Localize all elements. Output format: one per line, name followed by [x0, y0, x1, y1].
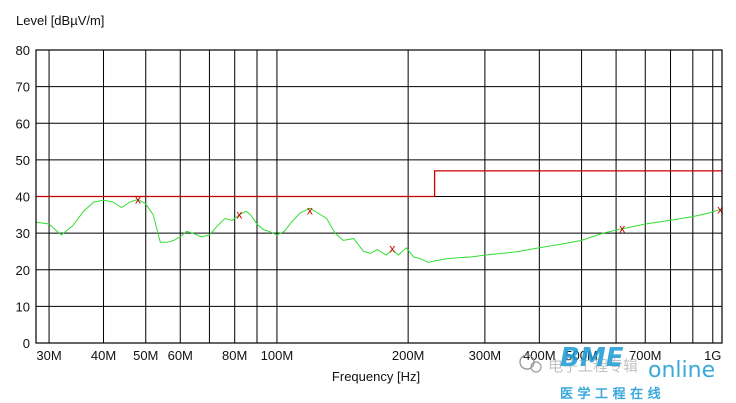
- measurement-trace: [35, 198, 721, 263]
- x-tick-label: 200M: [392, 348, 425, 363]
- limit-line: [36, 170, 722, 198]
- x-tick-label: 80M: [222, 348, 247, 363]
- y-tick-label: 70: [16, 80, 30, 95]
- peak-marker: x: [389, 242, 395, 256]
- watermark-logo: 电子工程专辑 BME online 医 学 工 程 在 线: [519, 343, 715, 402]
- wechat-icon-bubble: [530, 361, 542, 373]
- y-tick-label: 40: [16, 190, 30, 205]
- x-axis-title: Frequency [Hz]: [332, 369, 420, 384]
- y-tick-label: 10: [16, 299, 30, 314]
- peak-marker: x: [236, 207, 242, 221]
- x-tick-label: 700M: [629, 348, 662, 363]
- x-tick-label: 40M: [91, 348, 116, 363]
- y-tick-label: 30: [16, 226, 30, 241]
- peak-markers: x x x x x x: [135, 192, 723, 255]
- x-tick-label: 30M: [36, 348, 61, 363]
- peak-marker: x: [619, 222, 625, 236]
- y-tick-label: 50: [16, 153, 30, 168]
- y-axis-title: Level [dBµV/m]: [16, 13, 104, 28]
- x-tick-labels: 30M 40M 50M 60M 80M 100M 200M 300M 400M 500M 700M 1…: [36, 348, 721, 363]
- peak-marker: x: [307, 203, 313, 217]
- y-tick-labels: 0 10 20 30 40 50 60 70 80: [16, 43, 30, 351]
- y-tick-label: 60: [16, 116, 30, 131]
- watermark-cn-bottom: 医 学 工 程 在 线: [560, 386, 661, 402]
- x-tick-label: 500M: [565, 348, 598, 363]
- y-tick-label: 20: [16, 263, 30, 278]
- plot-frame: [35, 49, 723, 344]
- x-tick-label: 50M: [133, 348, 158, 363]
- x-tick-label: 300M: [469, 348, 502, 363]
- watermark-suffix: online: [648, 358, 715, 383]
- y-tick-label: 0: [23, 336, 30, 351]
- watermark-brand: BME: [560, 343, 624, 373]
- x-tick-label: 60M: [168, 348, 193, 363]
- peak-marker: x: [135, 192, 141, 206]
- x-tick-label: 400M: [523, 348, 556, 363]
- x-tick-label: 1G: [704, 348, 721, 363]
- peak-marker: x: [717, 202, 723, 216]
- x-tick-label: 100M: [261, 348, 294, 363]
- y-tick-label: 80: [16, 43, 30, 58]
- watermark-cn-top: 电子工程专辑: [548, 357, 638, 375]
